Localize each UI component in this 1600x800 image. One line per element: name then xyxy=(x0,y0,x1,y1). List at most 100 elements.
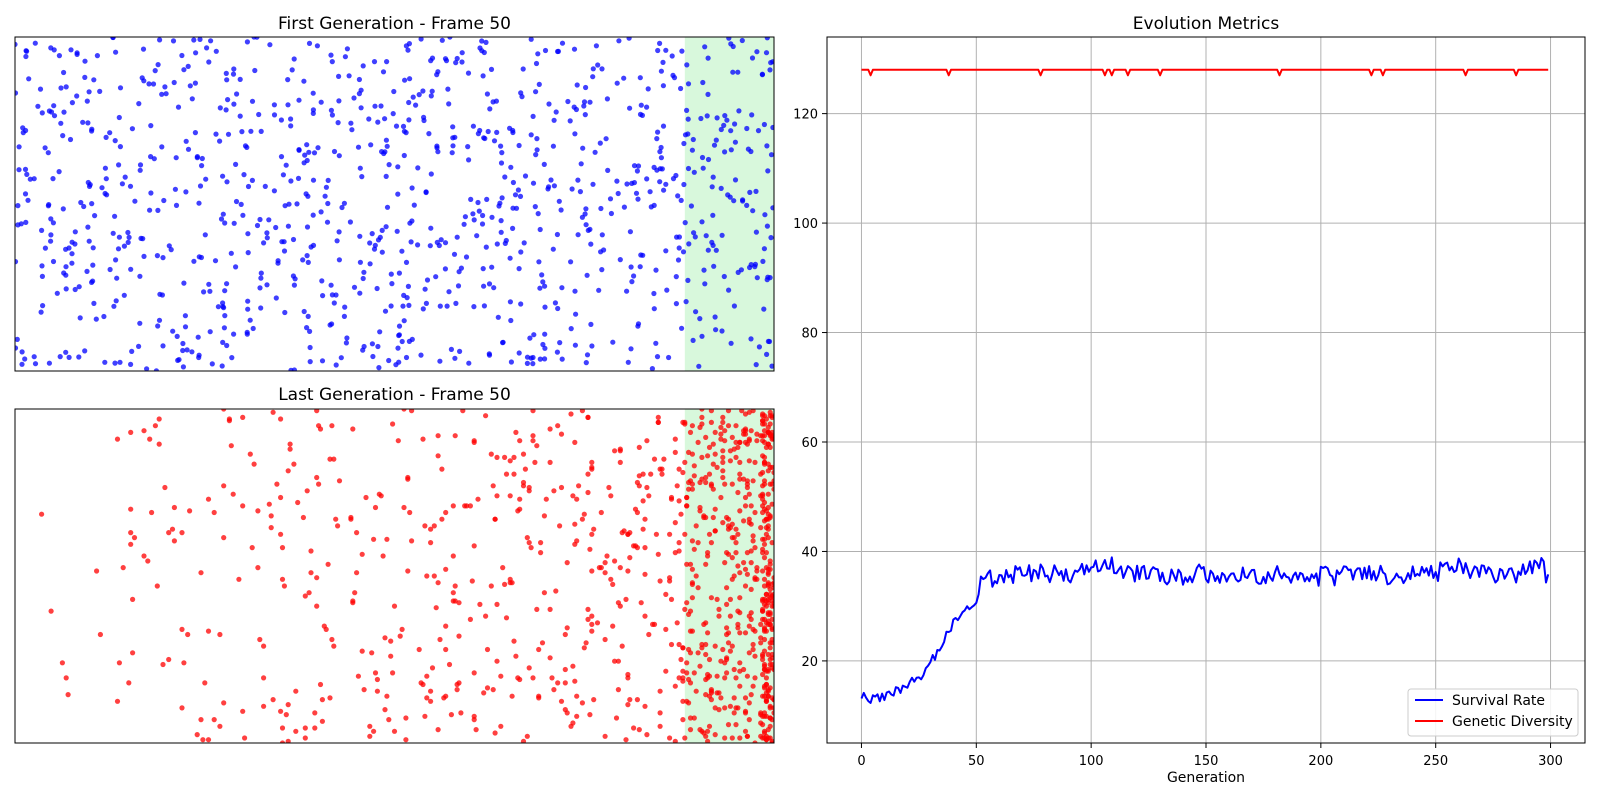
first-generation-point xyxy=(57,354,63,360)
last-generation-point xyxy=(312,710,318,716)
first-generation-point xyxy=(112,360,118,366)
first-generation-point xyxy=(680,249,687,255)
first-generation-point xyxy=(311,150,318,156)
last-generation-point xyxy=(769,740,774,743)
last-generation-point xyxy=(729,643,735,649)
last-generation-point xyxy=(435,580,441,586)
first-generation-point xyxy=(281,248,288,254)
last-generation-point xyxy=(500,565,506,571)
first-generation-point xyxy=(233,264,239,270)
last-generation-point xyxy=(663,626,669,633)
last-generation-point xyxy=(515,675,521,681)
last-generation-point xyxy=(179,705,185,711)
last-generation-point xyxy=(198,717,204,723)
first-generation-point xyxy=(685,277,691,283)
first-generation-point xyxy=(90,278,96,284)
first-generation-point xyxy=(288,178,294,184)
first-generation-point xyxy=(237,76,243,82)
first-generation-point xyxy=(68,47,74,53)
last-generation-point xyxy=(128,530,134,536)
first-generation-point xyxy=(403,130,409,136)
first-generation-point xyxy=(495,314,501,320)
first-generation-point xyxy=(482,135,488,142)
last-generation-point xyxy=(316,423,322,429)
last-generation-point xyxy=(659,471,665,477)
last-generation-point xyxy=(642,571,648,577)
first-generation-point xyxy=(540,279,546,285)
first-generation-point xyxy=(466,157,472,163)
last-generation-point xyxy=(594,620,601,626)
first-generation-point xyxy=(329,59,335,65)
last-generation-point xyxy=(166,530,172,536)
first-generation-point xyxy=(711,142,718,148)
first-generation-point xyxy=(74,93,80,99)
first-generation-point xyxy=(420,306,426,312)
last-generation-point xyxy=(687,561,694,567)
last-generation-point xyxy=(722,735,728,741)
last-generation-point xyxy=(268,525,274,531)
first-generation-point xyxy=(555,48,562,55)
last-generation-point xyxy=(642,545,648,551)
last-generation-point xyxy=(547,426,553,432)
first-generation-point xyxy=(54,290,60,296)
first-generation-point xyxy=(627,229,634,235)
last-generation-point xyxy=(558,431,565,437)
first-generation-point xyxy=(245,306,251,312)
last-generation-point xyxy=(484,685,491,691)
first-generation-point xyxy=(428,93,434,99)
first-generation-point xyxy=(22,356,28,362)
first-generation-point xyxy=(452,355,458,361)
first-generation-point xyxy=(756,344,763,350)
last-generation-point xyxy=(116,660,122,666)
first-generation-point xyxy=(63,84,69,90)
first-generation-point xyxy=(137,162,144,168)
last-generation-point xyxy=(678,511,684,517)
first-generation-point xyxy=(705,247,711,253)
last-generation-point xyxy=(722,705,728,711)
legend-box xyxy=(1407,688,1579,737)
first-generation-point xyxy=(141,253,147,259)
last-generation-point xyxy=(763,668,770,674)
first-generation-point xyxy=(693,309,699,315)
last-generation-point xyxy=(471,670,477,676)
last-generation-point xyxy=(285,702,291,708)
first-generation-point xyxy=(318,209,324,215)
first-generation-point xyxy=(285,102,291,108)
first-generation-point xyxy=(418,352,424,358)
last-generation-point xyxy=(674,620,680,626)
first-generation-point xyxy=(554,349,561,355)
first-generation-point xyxy=(572,131,578,137)
first-generation-point xyxy=(749,55,756,61)
last-generation-point xyxy=(435,727,441,733)
first-generation-point xyxy=(386,162,392,168)
first-generation-point xyxy=(94,53,100,59)
first-generation-point xyxy=(84,268,90,274)
last-generation-point xyxy=(205,737,212,743)
last-generation-point xyxy=(613,715,620,721)
last-generation-point xyxy=(270,409,276,415)
first-generation-point xyxy=(325,177,331,183)
last-generation-point xyxy=(509,693,515,699)
last-generation-point xyxy=(420,436,426,442)
first-generation-point xyxy=(168,247,174,253)
last-generation-point xyxy=(424,573,430,579)
last-generation-point xyxy=(761,601,768,608)
first-generation-point xyxy=(713,247,719,253)
last-generation-point xyxy=(511,638,517,644)
last-generation-point xyxy=(632,506,639,512)
last-generation-point xyxy=(359,648,365,654)
first-generation-point xyxy=(233,161,239,167)
first-generation-point xyxy=(129,348,135,354)
first-generation-point xyxy=(119,181,125,187)
first-generation-point xyxy=(396,359,402,365)
last-generation-point xyxy=(758,621,764,628)
first-generation-point xyxy=(69,100,75,106)
first-generation-point xyxy=(767,67,773,73)
first-generation-point xyxy=(185,63,191,69)
first-generation-point xyxy=(588,241,594,247)
last-generation-point xyxy=(314,474,320,481)
last-generation-point xyxy=(589,531,595,537)
first-generation-point xyxy=(215,304,221,310)
last-generation-point xyxy=(454,681,460,688)
last-generation-point xyxy=(612,448,618,454)
